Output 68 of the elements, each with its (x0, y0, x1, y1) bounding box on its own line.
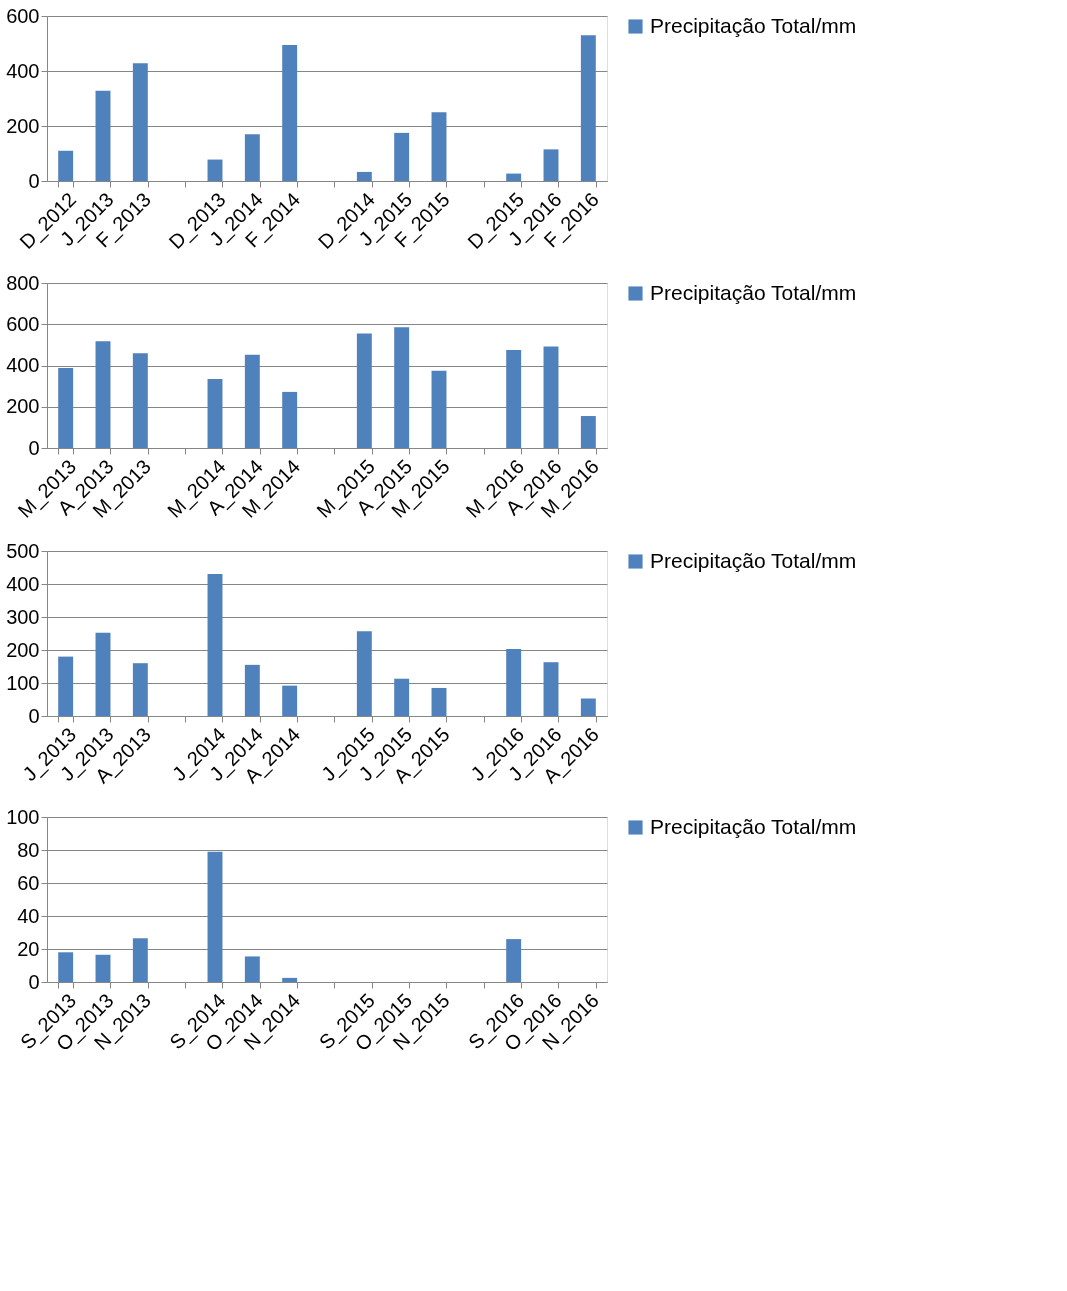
bar (207, 378, 223, 448)
bar (282, 977, 298, 982)
bar (244, 956, 260, 982)
y-tick-label: 400 (6, 59, 40, 82)
bar (58, 150, 74, 181)
bar (580, 35, 596, 181)
bar (543, 662, 559, 716)
y-tick-label: 100 (6, 671, 40, 694)
bar (356, 171, 372, 181)
bar (95, 954, 111, 982)
y-tick-label: 400 (6, 354, 40, 376)
y-tick-label: 40 (17, 904, 40, 927)
y-tick-label: 200 (6, 114, 40, 137)
bar (506, 649, 522, 716)
bar (95, 90, 111, 181)
bar (431, 687, 447, 716)
bar (207, 851, 223, 982)
bar (543, 346, 559, 448)
bar (132, 938, 148, 982)
bar (207, 574, 223, 716)
bar (95, 632, 111, 716)
y-tick-label: 400 (6, 572, 40, 595)
y-tick-label: 500 (6, 539, 40, 562)
bar (244, 664, 260, 716)
bar (58, 656, 74, 716)
y-tick-label: 0 (28, 169, 40, 192)
bar (506, 939, 522, 982)
legend-label: Precipitação Total/mm (650, 13, 857, 37)
y-tick-label: 0 (28, 704, 40, 727)
bar (95, 341, 111, 448)
bar (58, 367, 74, 448)
y-tick-label: 0 (28, 436, 40, 459)
y-tick-label: 60 (17, 871, 40, 894)
bar (506, 173, 522, 181)
y-tick-label: 300 (6, 605, 40, 628)
y-tick-label: 200 (6, 395, 40, 418)
bar (58, 952, 74, 982)
bar (356, 631, 372, 716)
bar (394, 678, 410, 716)
bar (132, 663, 148, 716)
bar (207, 159, 223, 181)
bar (580, 416, 596, 448)
bar (543, 149, 559, 181)
legend-label: Precipitação Total/mm (650, 548, 857, 572)
bar (394, 132, 410, 181)
legend-label: Precipitação Total/mm (650, 280, 857, 304)
bar (506, 350, 522, 448)
y-tick-label: 600 (6, 4, 40, 27)
y-tick-label: 100 (6, 805, 40, 828)
bar (132, 63, 148, 181)
bar (431, 112, 447, 181)
bar (282, 44, 298, 181)
y-tick-label: 0 (28, 970, 40, 993)
bar (244, 134, 260, 181)
y-tick-label: 80 (17, 838, 40, 861)
y-tick-label: 800 (6, 271, 40, 294)
y-tick-label: 200 (6, 638, 40, 661)
bar (244, 354, 260, 448)
bar (394, 327, 410, 448)
bar (580, 698, 596, 716)
bar (282, 685, 298, 716)
bar (282, 391, 298, 448)
y-tick-label: 600 (6, 312, 40, 335)
bar (431, 370, 447, 448)
bar (132, 353, 148, 448)
legend-label: Precipitação Total/mm (650, 814, 857, 838)
bar (356, 333, 372, 448)
y-tick-label: 20 (17, 937, 40, 960)
